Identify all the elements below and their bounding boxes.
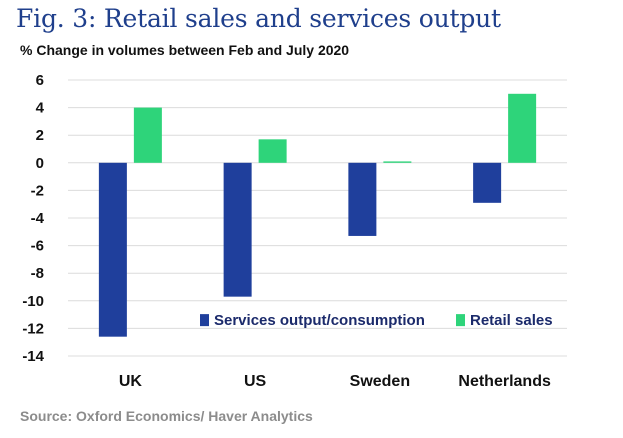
gridlines	[68, 79, 567, 357]
y-tick-label: 2	[36, 127, 44, 144]
bar-retail-sales-us	[258, 139, 287, 163]
y-tick-label: 6	[36, 72, 44, 89]
legend-label: Retail sales	[470, 312, 553, 329]
bar-services-output-consumption-uk	[98, 162, 127, 337]
y-axis-ticks: 6 4 2 0 -2 -4 -6 -8 -10 -12 -14	[22, 72, 44, 365]
y-tick-label: -8	[31, 265, 44, 282]
chart-subtitle: % Change in volumes between Feb and July…	[20, 42, 350, 58]
x-category-label: UK	[119, 373, 143, 390]
legend-swatch	[200, 314, 209, 327]
chart-title: Fig. 3: Retail sales and services output	[16, 4, 501, 33]
bars	[98, 93, 537, 337]
bar-retail-sales-netherlands	[508, 93, 537, 163]
legend-swatch	[456, 314, 465, 327]
legend: Services output/consumption Retail sales	[200, 312, 553, 329]
legend-label: Services output/consumption	[214, 312, 425, 329]
y-tick-label: -2	[31, 182, 44, 199]
y-tick-label: -6	[31, 238, 44, 255]
bar-services-output-consumption-sweden	[348, 162, 377, 236]
bar-retail-sales-uk	[133, 107, 162, 163]
x-category-label: Netherlands	[458, 373, 551, 390]
x-category-label: US	[244, 373, 267, 390]
x-category-label: Sweden	[350, 373, 410, 390]
y-tick-label: 0	[36, 155, 44, 172]
bar-services-output-consumption-netherlands	[473, 162, 502, 203]
x-axis-categories: UK US Sweden Netherlands	[119, 373, 551, 390]
y-tick-label: -12	[22, 320, 44, 337]
bar-retail-sales-sweden	[383, 161, 412, 163]
y-tick-label: -4	[31, 210, 45, 227]
y-tick-label: -14	[22, 348, 44, 365]
y-tick-label: 4	[36, 100, 45, 117]
source-note: Source: Oxford Economics/ Haver Analytic…	[20, 408, 313, 424]
bar-services-output-consumption-us	[223, 162, 252, 297]
y-tick-label: -10	[22, 293, 44, 310]
